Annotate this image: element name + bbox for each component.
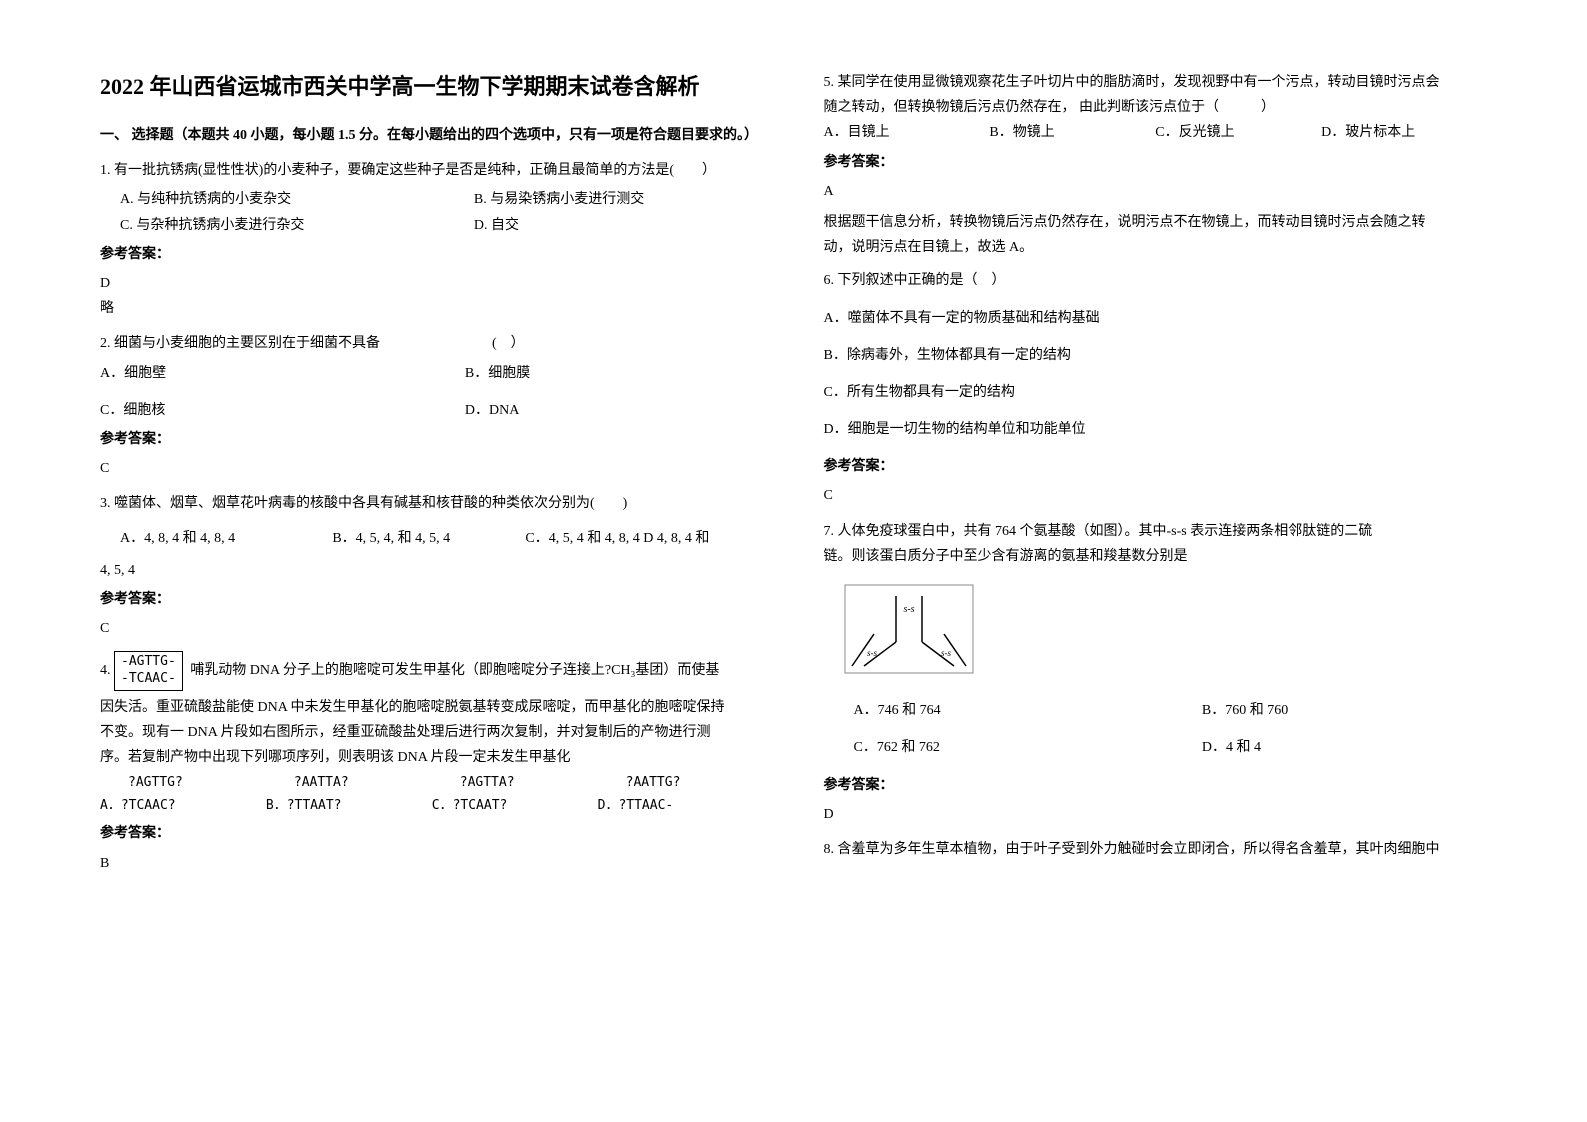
q4-opt-c: ?AGTTA? C．?TCAAT? [432,771,598,818]
q5-options: A．目镜上 B．物镜上 C．反光镜上 D．玻片标本上 [824,120,1488,145]
q7-text-l1: 7. 人体免疫球蛋白中，共有 764 个氨基酸（如图）。其中-s-s 表示连接两… [824,519,1488,544]
q6-opt-b: B．除病毒外，生物体都具有一定的结构 [824,343,1488,368]
q7-opt-b: B．760 和 760 [1202,698,1288,723]
dna-line1: -AGTTG- [121,654,176,671]
q3-opt-c: C．4, 5, 4 和 4, 8, 4 D 4, 8, 4 和 [525,526,709,551]
q2-opt-d: D．DNA [465,398,519,423]
q3-opt-d-cont: 4, 5, 4 [100,558,764,583]
q4-opt-a: ?AGTTG? A．?TCAAC? [100,771,266,818]
q5-explain-l2: 动，说明污点在目镜上，故选 A。 [824,235,1488,260]
q6-text: 6. 下列叙述中正确的是（ ） [824,268,1488,293]
q1-text: 1. 有一批抗锈病(显性性状)的小麦种子，要确定这些种子是否是纯种，正确且最简单… [100,158,764,183]
q1-opt-d: D. 自交 [474,213,519,238]
q7-answer-label: 参考答案： [824,773,1488,798]
q5-opt-a: A．目镜上 [824,120,990,145]
q4-opt-d-l2: D．?TTAAC- [598,794,764,817]
q5-opt-c: C．反光镜上 [1155,120,1321,145]
question-3: 3. 噬菌体、烟草、烟草花叶病毒的核酸中各具有碱基和核苷酸的种类依次分别为( )… [100,491,764,641]
left-column: 2022 年山西省运城市西关中学高一生物下学期期末试卷含解析 一、 选择题（本题… [100,70,764,1052]
q2-answer: C [100,456,764,481]
q5-answer: A [824,179,1488,204]
q1-note: 略 [100,296,764,321]
q5-explain-l1: 根据题干信息分析，转换物镜后污点仍然存在，说明污点不在物镜上，而转动目镜时污点会… [824,210,1488,235]
q4-opt-c-l1: ?AGTTA? [432,771,598,794]
right-column: 5. 某同学在使用显微镜观察花生子叶切片中的脂肪滴时，发现视野中有一个污点，转动… [824,70,1488,1052]
q2-text: 2. 细菌与小麦细胞的主要区别在于细菌不具备 ( ） [100,331,764,356]
q2-options: A．细胞壁 B．细胞膜 C．细胞核 D．DNA [100,361,764,423]
q4-text-part1: 哺乳动物 DNA 分子上的胞嘧啶可发生甲基化（即胞嘧啶分子连接上?CH₃基团）而… [190,663,719,678]
question-1: 1. 有一批抗锈病(显性性状)的小麦种子，要确定这些种子是否是纯种，正确且最简单… [100,158,764,321]
q4-prefix: 4. [100,663,111,678]
q7-text-l2: 链。则该蛋白质分子中至少含有游离的氨基和羧基数分别是 [824,544,1488,569]
q4-text-l3: 不变。现有一 DNA 片段如右图所示，经重亚硫酸盐处理后进行两次复制，并对复制后… [100,720,764,745]
q5-text-l1: 5. 某同学在使用显微镜观察花生子叶切片中的脂肪滴时，发现视野中有一个污点，转动… [824,70,1488,95]
question-8: 8. 含羞草为多年生草本植物，由于叶子受到外力触碰时会立即闭合，所以得名含羞草，… [824,837,1488,862]
q4-opt-b: ?AATTA? B．?TTAAT? [266,771,432,818]
q4-options: ?AGTTG? A．?TCAAC? ?AATTA? B．?TTAAT? ?AGT… [100,771,764,818]
q6-answer-label: 参考答案： [824,454,1488,479]
svg-text:s-s: s-s [866,648,876,658]
q5-opt-d: D．玻片标本上 [1321,120,1487,145]
q7-answer: D [824,802,1488,827]
q1-opt-c: C. 与杂种抗锈病小麦进行杂交 [120,213,474,238]
q2-opt-a: A．细胞壁 [100,361,465,386]
q1-options: A. 与纯种抗锈病的小麦杂交 B. 与易染锈病小麦进行测交 C. 与杂种抗锈病小… [100,187,764,237]
q1-opt-a: A. 与纯种抗锈病的小麦杂交 [120,187,474,212]
q1-answer-label: 参考答案： [100,242,764,267]
q5-opt-b: B．物镜上 [989,120,1155,145]
q7-opt-c: C．762 和 762 [854,735,1202,760]
q4-opt-a-l2: A．?TCAAC? [100,794,266,817]
q4-text-l2: 因失活。重亚硫酸盐能使 DNA 中未发生甲基化的胞嘧啶脱氨基转变成尿嘧啶，而甲基… [100,695,764,720]
q1-opt-b: B. 与易染锈病小麦进行测交 [474,187,644,212]
q4-text: 4. -AGTTG- -TCAAC- 哺乳动物 DNA 分子上的胞嘧啶可发生甲基… [100,651,764,691]
q6-answer: C [824,483,1488,508]
q3-answer: C [100,616,764,641]
q4-opt-b-l1: ?AATTA? [266,771,432,794]
q2-opt-b: B．细胞膜 [465,361,530,386]
svg-text:s-s: s-s [940,648,950,658]
q4-answer: B [100,851,764,876]
q6-opt-d: D．细胞是一切生物的结构单位和功能单位 [824,417,1488,442]
q1-answer: D 略 [100,271,764,321]
q4-opt-a-l1: ?AGTTG? [100,771,266,794]
q5-text-l2: 随之转动，但转换物镜后污点仍然存在， 由此判断该污点位于（ ） [824,95,1488,120]
q4-opt-d: ?AATTG? D．?TTAAC- [598,771,764,818]
q3-opt-b: B．4, 5, 4, 和 4, 5, 4 [332,526,525,551]
q3-options: A．4, 8, 4 和 4, 8, 4 B．4, 5, 4, 和 4, 5, 4… [100,526,764,582]
protein-diagram-icon: s-s s-s s-s [844,584,1488,683]
q4-answer-label: 参考答案： [100,821,764,846]
q7-options: A．746 和 764 B．760 和 760 C．762 和 762 D．4 … [824,698,1488,760]
q7-opt-d: D．4 和 4 [1202,735,1261,760]
q7-opt-a: A．746 和 764 [854,698,1202,723]
q6-opt-a: A．噬菌体不具有一定的物质基础和结构基础 [824,306,1488,331]
question-5: 5. 某同学在使用显微镜观察花生子叶切片中的脂肪滴时，发现视野中有一个污点，转动… [824,70,1488,260]
q4-opt-c-l2: C．?TCAAT? [432,794,598,817]
q5-answer-label: 参考答案： [824,150,1488,175]
q2-answer-label: 参考答案： [100,427,764,452]
section-1-header: 一、 选择题（本题共 40 小题，每小题 1.5 分。在每小题给出的四个选项中，… [100,123,764,148]
q1-answer-value: D [100,271,764,296]
document-title: 2022 年山西省运城市西关中学高一生物下学期期末试卷含解析 [100,70,764,103]
q4-text-l4: 序。若复制产物中出现下列哪项序列，则表明该 DNA 片段一定未发生甲基化 [100,745,764,770]
question-2: 2. 细菌与小麦细胞的主要区别在于细菌不具备 ( ） A．细胞壁 B．细胞膜 C… [100,331,764,481]
dna-box-icon: -AGTTG- -TCAAC- [114,651,183,691]
q2-opt-c: C．细胞核 [100,398,465,423]
q4-opt-d-l1: ?AATTG? [598,771,764,794]
question-6: 6. 下列叙述中正确的是（ ） A．噬菌体不具有一定的物质基础和结构基础 B．除… [824,268,1488,508]
q3-opt-a: A．4, 8, 4 和 4, 8, 4 [120,526,332,551]
q6-opt-c: C．所有生物都具有一定的结构 [824,380,1488,405]
svg-text:s-s: s-s [903,604,914,615]
question-7: 7. 人体免疫球蛋白中，共有 764 个氨基酸（如图）。其中-s-s 表示连接两… [824,519,1488,827]
q8-text: 8. 含羞草为多年生草本植物，由于叶子受到外力触碰时会立即闭合，所以得名含羞草，… [824,837,1488,862]
q3-answer-label: 参考答案： [100,587,764,612]
q3-text: 3. 噬菌体、烟草、烟草花叶病毒的核酸中各具有碱基和核苷酸的种类依次分别为( ) [100,491,764,516]
question-4: 4. -AGTTG- -TCAAC- 哺乳动物 DNA 分子上的胞嘧啶可发生甲基… [100,651,764,876]
q4-opt-b-l2: B．?TTAAT? [266,794,432,817]
dna-line2: -TCAAC- [121,671,176,688]
